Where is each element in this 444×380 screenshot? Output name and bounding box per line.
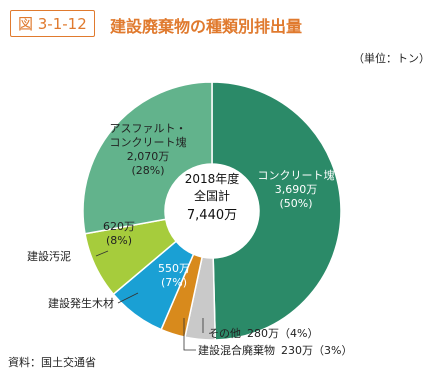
percent-label: (8%) bbox=[105, 234, 133, 247]
leader-line bbox=[183, 318, 196, 351]
category-label: コンクリート塊 bbox=[257, 169, 335, 182]
percent-label: (50%) bbox=[279, 197, 313, 210]
percent-label: （3%） bbox=[313, 344, 353, 357]
slice-label: 550万 (7%) bbox=[158, 262, 190, 290]
unit-label: （単位：トン） bbox=[353, 52, 430, 65]
value-label: 3,690万 bbox=[274, 183, 318, 196]
center-total: 7,440万 bbox=[186, 208, 238, 223]
value-label: 230万 bbox=[281, 344, 313, 357]
slice-label: 620万 (8%) bbox=[103, 220, 135, 248]
slice-label: コンクリート塊 3,690万 (50%) bbox=[258, 169, 335, 211]
slice-label: その他 280万（4%） bbox=[208, 325, 324, 341]
category-label: アスファルト・ コンクリート塊 bbox=[109, 122, 187, 149]
center-label: 全国計 bbox=[193, 189, 231, 203]
leader-line bbox=[95, 250, 109, 257]
value-label: 550万 bbox=[158, 262, 190, 275]
category-label: 建設汚泥 bbox=[27, 250, 71, 263]
slice bbox=[211, 81, 342, 341]
category-label: その他 bbox=[208, 327, 241, 340]
slice-label: アスファルト・ コンクリート塊 2,070万 (28%) bbox=[110, 122, 187, 178]
source: 資料：国土交通省 bbox=[8, 356, 96, 369]
figure-label: 図 3-1-12 bbox=[10, 10, 95, 37]
percent-label: （4%） bbox=[279, 327, 319, 340]
value-label: 280万 bbox=[247, 327, 279, 340]
percent-label: (7%) bbox=[160, 276, 188, 289]
center-year: 2018年度 bbox=[184, 172, 240, 186]
category-label: 建設混合廃棄物 bbox=[198, 344, 275, 357]
value-label: 620万 bbox=[103, 220, 135, 233]
leader-line bbox=[117, 292, 139, 304]
chart-title: 建設廃棄物の種類別排出量 bbox=[110, 17, 303, 36]
slice-label: 建設混合廃棄物 230万（3%） bbox=[198, 342, 358, 358]
value-label: 2,070万 bbox=[126, 150, 170, 163]
percent-label: (28%) bbox=[131, 164, 165, 177]
slice bbox=[82, 81, 213, 235]
category-label: 建設発生木材 bbox=[48, 297, 114, 310]
